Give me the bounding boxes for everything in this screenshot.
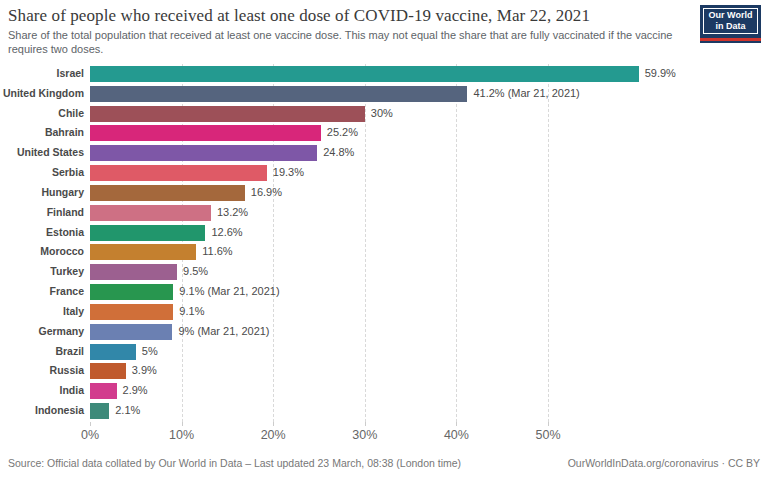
axis-label: 50% — [518, 428, 578, 442]
country-label: Germany — [0, 322, 84, 342]
value-label: 41.2% (Mar 21, 2021) — [473, 84, 579, 104]
country-label: United Kingdom — [0, 84, 84, 104]
value-label: 25.2% — [327, 123, 358, 143]
bar[interactable] — [90, 86, 467, 102]
bar[interactable] — [90, 324, 172, 340]
value-label: 59.9% — [645, 64, 676, 84]
country-label: Chile — [0, 104, 84, 124]
bar[interactable] — [90, 363, 126, 379]
axis-label: 10% — [152, 428, 212, 442]
bar[interactable] — [90, 284, 173, 300]
country-label: France — [0, 282, 84, 302]
bar[interactable] — [90, 205, 211, 221]
country-label: United States — [0, 143, 84, 163]
value-label: 11.6% — [202, 242, 232, 262]
axis-tick — [273, 422, 274, 426]
axis-tick — [182, 422, 183, 426]
country-label: Italy — [0, 302, 84, 322]
value-label: 24.8% — [323, 143, 354, 163]
value-label: 19.3% — [273, 163, 304, 183]
value-label: 5% — [142, 342, 158, 362]
value-label: 2.1% — [115, 401, 140, 421]
value-label: 9.1% (Mar 21, 2021) — [179, 282, 279, 302]
country-label: Russia — [0, 361, 84, 381]
country-label: Hungary — [0, 183, 84, 203]
bar[interactable] — [90, 106, 365, 122]
value-label: 3.9% — [132, 361, 157, 381]
bar[interactable] — [90, 403, 109, 419]
value-label: 9% (Mar 21, 2021) — [178, 322, 269, 342]
bar[interactable] — [90, 344, 136, 360]
value-label: 9.5% — [183, 262, 208, 282]
gridline-50 — [548, 64, 549, 422]
country-label: India — [0, 381, 84, 401]
bar[interactable] — [90, 383, 117, 399]
bar[interactable] — [90, 185, 245, 201]
axis-label: 30% — [335, 428, 395, 442]
gridline-40 — [456, 64, 457, 422]
country-label: Bahrain — [0, 123, 84, 143]
country-label: Serbia — [0, 163, 84, 183]
value-label: 30% — [371, 104, 393, 124]
value-label: 12.6% — [211, 223, 242, 243]
bar-chart: Israel 59.9% United Kingdom 41.2% (Mar 21, … — [0, 0, 768, 450]
axis-tick — [548, 422, 549, 426]
bar[interactable] — [90, 165, 267, 181]
axis-tick — [90, 422, 91, 426]
value-label: 2.9% — [123, 381, 148, 401]
bar[interactable] — [90, 225, 205, 241]
bar[interactable] — [90, 66, 639, 82]
gridline-30 — [365, 64, 366, 422]
owid-chart-page: Share of people who received at least on… — [0, 0, 768, 480]
value-label: 13.2% — [217, 203, 248, 223]
bar[interactable] — [90, 264, 177, 280]
value-label: 9.1% — [179, 302, 204, 322]
bar[interactable] — [90, 244, 196, 260]
axis-tick — [456, 422, 457, 426]
country-label: Morocco — [0, 242, 84, 262]
license-link[interactable]: OurWorldInData.org/coronavirus · CC BY — [568, 457, 760, 469]
chart-footer: Source: Official data collated by Our Wo… — [8, 457, 760, 469]
axis-label: 40% — [426, 428, 486, 442]
country-label: Indonesia — [0, 401, 84, 421]
country-label: Estonia — [0, 223, 84, 243]
axis-label: 0% — [60, 428, 120, 442]
source-note: Source: Official data collated by Our Wo… — [8, 457, 461, 469]
axis-label: 20% — [243, 428, 303, 442]
bar[interactable] — [90, 145, 317, 161]
axis-tick — [365, 422, 366, 426]
country-label: Turkey — [0, 262, 84, 282]
country-label: Israel — [0, 64, 84, 84]
bar[interactable] — [90, 125, 321, 141]
country-label: Brazil — [0, 342, 84, 362]
value-label: 16.9% — [251, 183, 282, 203]
country-label: Finland — [0, 203, 84, 223]
bar[interactable] — [90, 304, 173, 320]
